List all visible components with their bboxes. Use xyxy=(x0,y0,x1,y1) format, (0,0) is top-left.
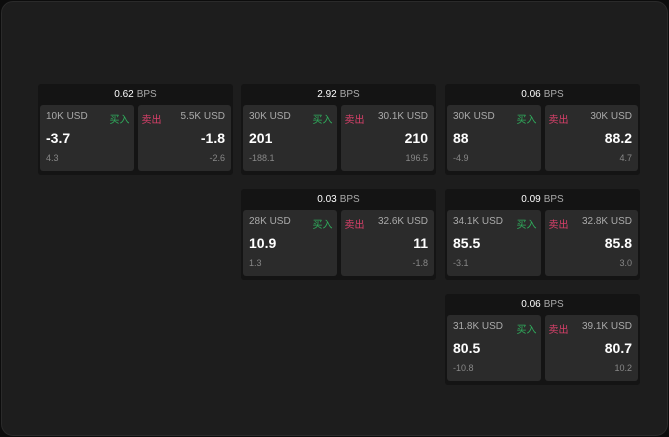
spread-value: 0.09 xyxy=(521,194,541,205)
bid-change: -188.1 xyxy=(249,153,275,163)
ask-price: -1.8 xyxy=(200,130,225,146)
buy-label: 买入 xyxy=(516,115,537,126)
bid-price: 88 xyxy=(453,130,469,146)
sell-label: 卖出 xyxy=(344,220,365,231)
spread-unit: BPS xyxy=(339,194,360,205)
spread-unit: BPS xyxy=(543,194,564,205)
quote-card: 2.92 BPS 30K USD 买入 201 -188.1 卖出 30.1K U… xyxy=(241,84,436,175)
bid-price: 10.9 xyxy=(249,235,277,251)
spread-header: 0.09 BPS xyxy=(445,189,640,210)
buy-panel[interactable]: 34.1K USD 买入 85.5 -3.1 xyxy=(447,210,541,276)
ask-price: 80.7 xyxy=(604,340,632,356)
ask-change: 3.0 xyxy=(619,258,632,268)
ask-price: 210 xyxy=(404,130,428,146)
spread-header: 0.03 BPS xyxy=(241,189,436,210)
buy-label: 买入 xyxy=(109,115,130,126)
spread-value: 0.06 xyxy=(521,299,541,310)
buy-panel[interactable]: 30K USD 买入 88 -4.9 xyxy=(447,105,541,171)
spread-unit: BPS xyxy=(339,89,360,100)
bid-size: 28K USD xyxy=(249,216,291,227)
spread-header: 0.62 BPS xyxy=(38,84,233,105)
sell-panel[interactable]: 卖出 30.1K USD 210 196.5 xyxy=(340,105,434,171)
bid-size: 30K USD xyxy=(249,111,291,122)
buy-panel[interactable]: 28K USD 买入 10.9 1.3 xyxy=(243,210,337,276)
ask-size: 32.8K USD xyxy=(581,216,632,227)
quote-card: 0.09 BPS 34.1K USD 买入 85.5 -3.1 卖出 32.8K … xyxy=(445,189,640,280)
spread-value: 0.62 xyxy=(114,89,134,100)
bid-change: 1.3 xyxy=(249,258,262,268)
bid-size: 34.1K USD xyxy=(453,216,504,227)
sell-label: 卖出 xyxy=(548,115,569,126)
buy-panel[interactable]: 31.8K USD 买入 80.5 -10.8 xyxy=(447,315,541,381)
ask-change: -2.6 xyxy=(209,153,225,163)
sell-label: 卖出 xyxy=(344,115,365,126)
ask-price: 11 xyxy=(413,235,428,251)
buy-label: 买入 xyxy=(312,220,333,231)
sell-label: 卖出 xyxy=(548,325,569,336)
spread-unit: BPS xyxy=(136,89,157,100)
bid-size: 30K USD xyxy=(453,111,495,122)
sell-panel[interactable]: 卖出 32.6K USD 11 -1.8 xyxy=(340,210,434,276)
spread-value: 0.03 xyxy=(317,194,337,205)
bid-size: 31.8K USD xyxy=(453,321,504,332)
ask-size: 5.5K USD xyxy=(180,111,225,122)
bid-change: -3.1 xyxy=(453,258,469,268)
quote-card: 0.03 BPS 28K USD 买入 10.9 1.3 卖出 32.6K USD… xyxy=(241,189,436,280)
buy-panel[interactable]: 30K USD 买入 201 -188.1 xyxy=(243,105,337,171)
spread-header: 0.06 BPS xyxy=(445,84,640,105)
spread-header: 0.06 BPS xyxy=(445,294,640,315)
spread-value: 0.06 xyxy=(521,89,541,100)
spread-value: 2.92 xyxy=(317,89,337,100)
quote-card: 0.06 BPS 31.8K USD 买入 80.5 -10.8 卖出 39.1K… xyxy=(445,294,640,385)
ask-size: 30K USD xyxy=(590,111,632,122)
ask-change: 10.2 xyxy=(614,363,632,373)
buy-panel[interactable]: 10K USD 买入 -3.7 4.3 xyxy=(40,105,134,171)
sell-panel[interactable]: 卖出 39.1K USD 80.7 10.2 xyxy=(544,315,638,381)
bid-change: -10.8 xyxy=(453,363,474,373)
buy-label: 买入 xyxy=(516,325,537,336)
bid-change: 4.3 xyxy=(46,153,59,163)
ask-price: 88.2 xyxy=(604,130,632,146)
sell-label: 卖出 xyxy=(141,115,162,126)
ask-size: 32.6K USD xyxy=(377,216,428,227)
bid-change: -4.9 xyxy=(453,153,469,163)
sell-panel[interactable]: 卖出 30K USD 88.2 4.7 xyxy=(544,105,638,171)
bid-price: -3.7 xyxy=(46,130,71,146)
buy-label: 买入 xyxy=(516,220,537,231)
sell-panel[interactable]: 卖出 32.8K USD 85.8 3.0 xyxy=(544,210,638,276)
spread-unit: BPS xyxy=(543,299,564,310)
buy-label: 买入 xyxy=(312,115,333,126)
ask-price: 85.8 xyxy=(604,235,632,251)
ask-change: 196.5 xyxy=(405,153,428,163)
ask-change: -1.8 xyxy=(412,258,428,268)
quote-card: 0.62 BPS 10K USD 买入 -3.7 4.3 卖出 5.5K USD … xyxy=(38,84,233,175)
spread-header: 2.92 BPS xyxy=(241,84,436,105)
ask-change: 4.7 xyxy=(619,153,632,163)
quote-card: 0.06 BPS 30K USD 买入 88 -4.9 卖出 30K USD 88… xyxy=(445,84,640,175)
spread-unit: BPS xyxy=(543,89,564,100)
bid-price: 80.5 xyxy=(453,340,481,356)
bid-price: 201 xyxy=(249,130,273,146)
bid-size: 10K USD xyxy=(46,111,88,122)
bid-price: 85.5 xyxy=(453,235,481,251)
ask-size: 39.1K USD xyxy=(581,321,632,332)
sell-panel[interactable]: 卖出 5.5K USD -1.8 -2.6 xyxy=(137,105,231,171)
sell-label: 卖出 xyxy=(548,220,569,231)
ask-size: 30.1K USD xyxy=(377,111,428,122)
